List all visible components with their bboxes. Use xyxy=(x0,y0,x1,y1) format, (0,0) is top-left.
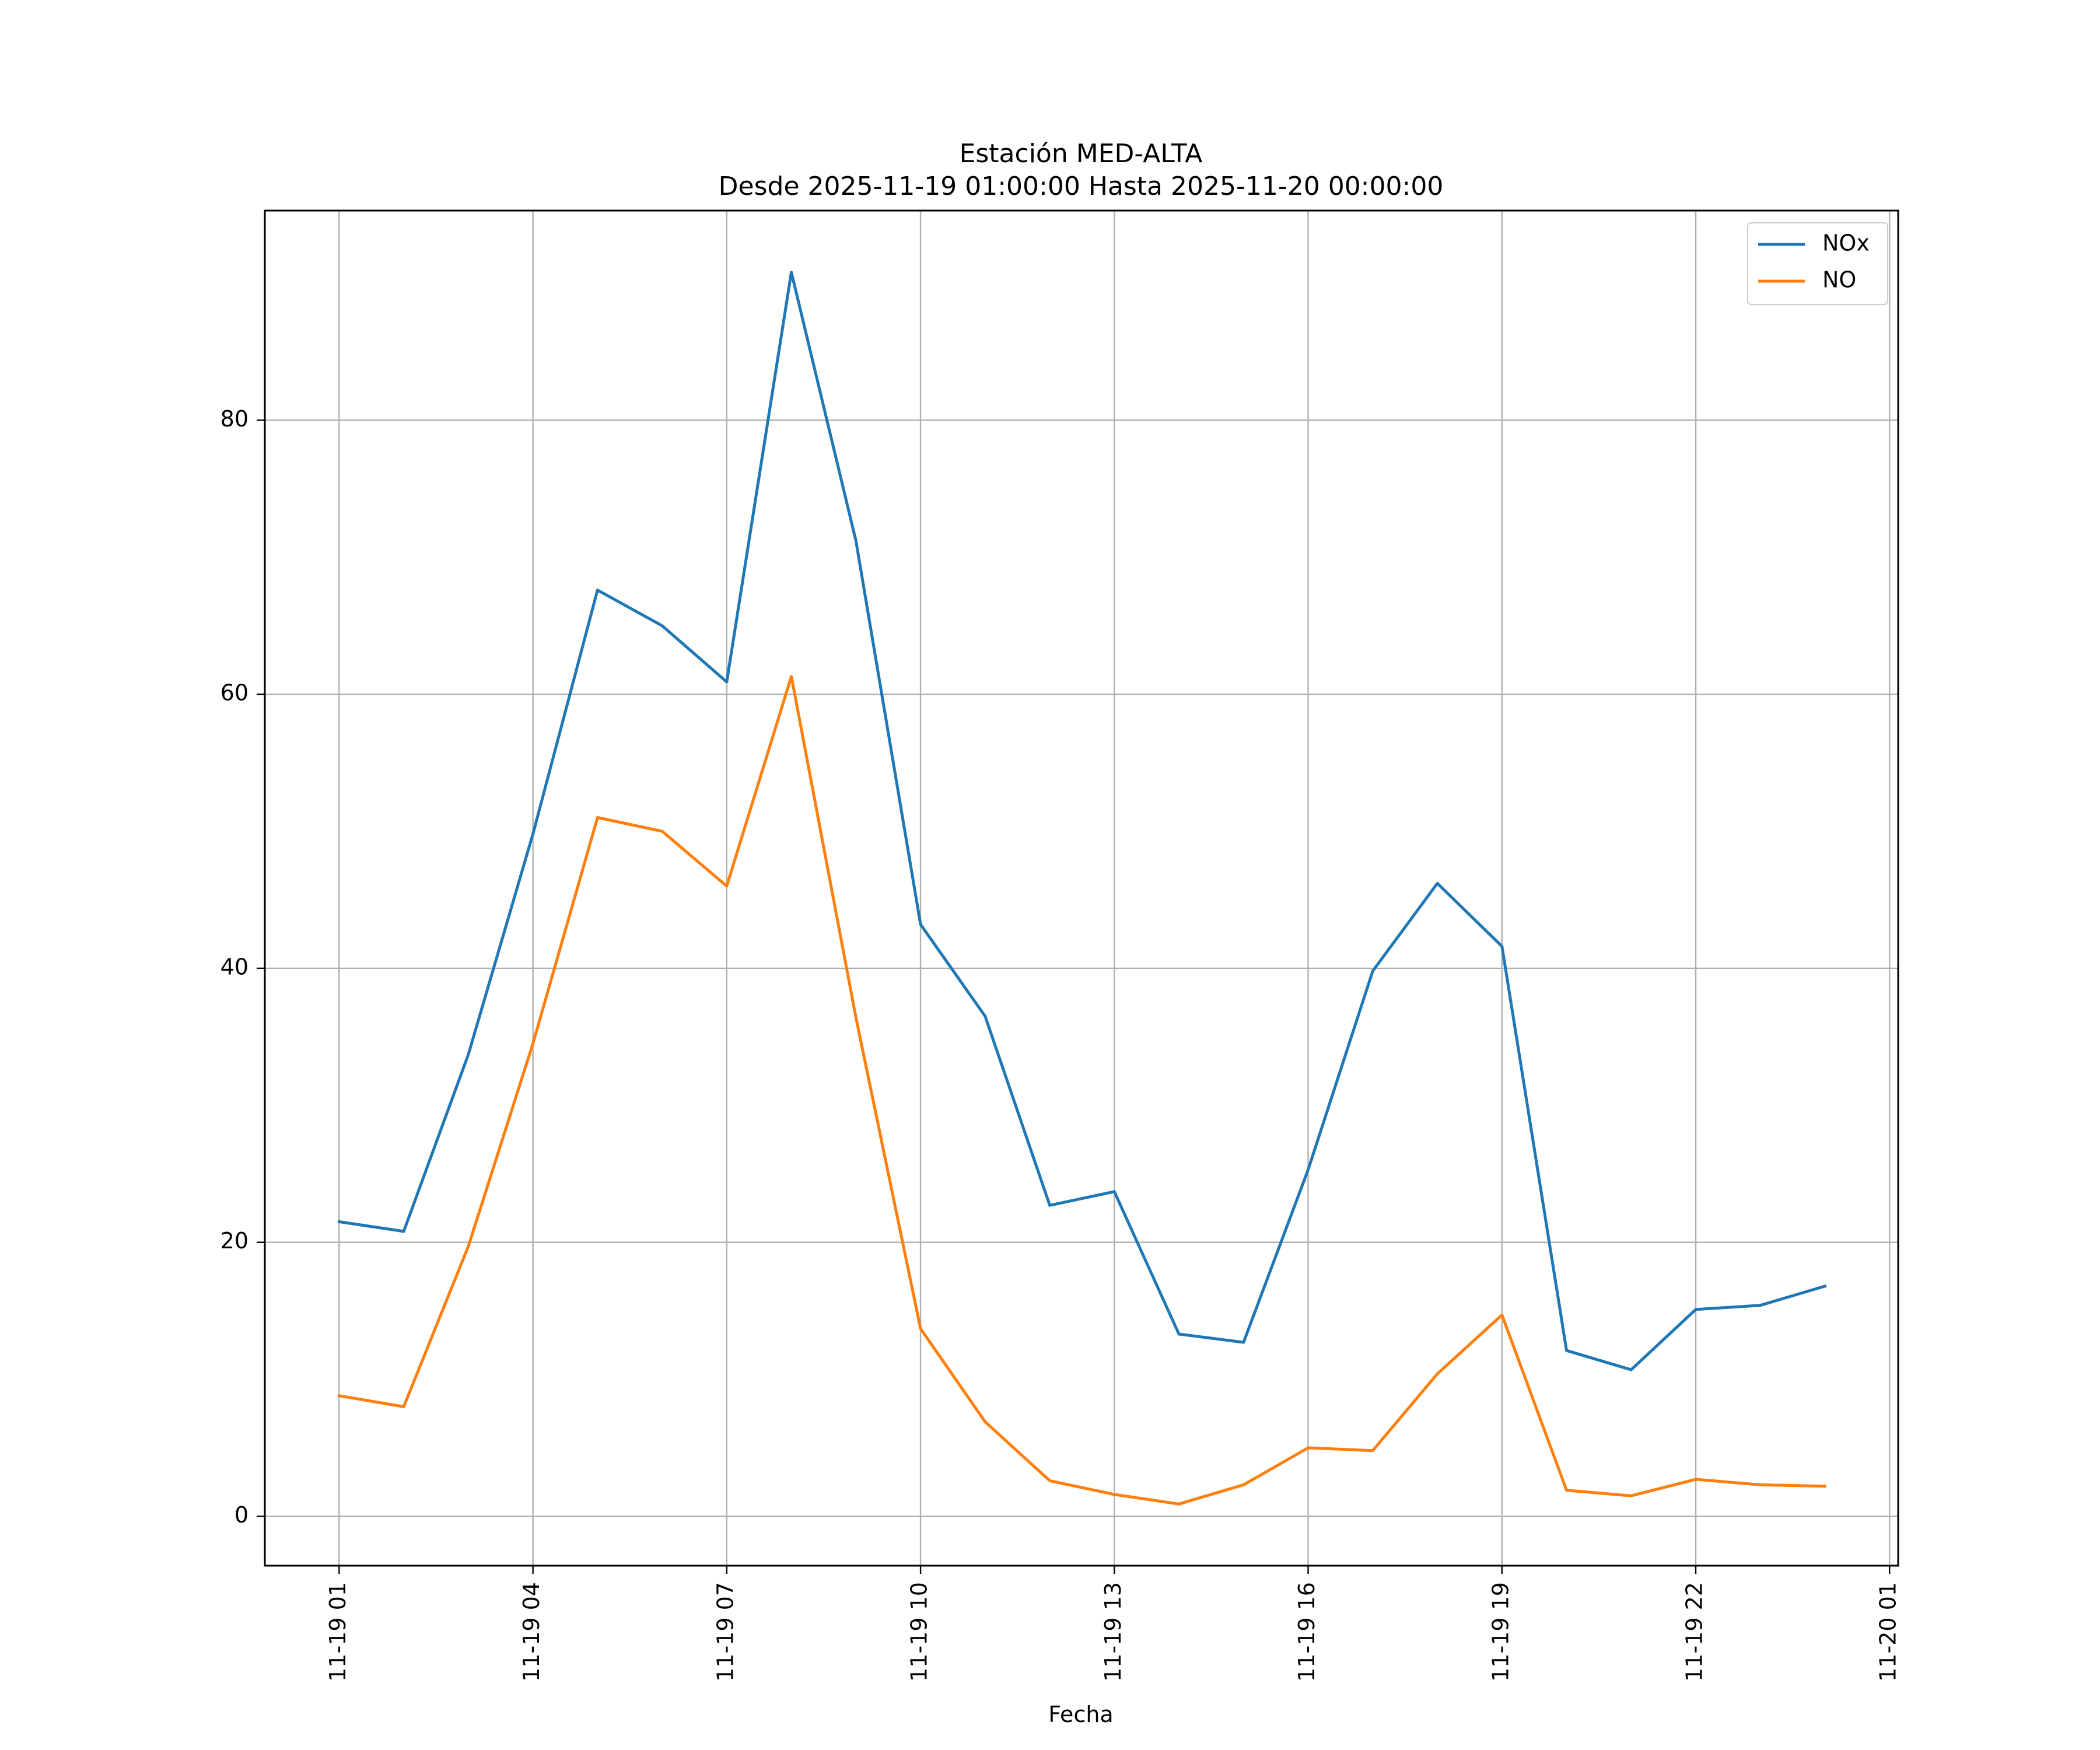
x-tick-label: 11-19 19 xyxy=(1488,1582,1513,1682)
x-tick-label: 11-20 01 xyxy=(1875,1582,1901,1682)
plot-area-frame xyxy=(264,209,1899,1567)
x-tick-label: 11-19 04 xyxy=(519,1582,544,1682)
x-tick-label: 11-19 16 xyxy=(1294,1582,1320,1682)
y-tick-label: 60 xyxy=(220,680,249,706)
x-axis: 11-19 01 11-19 04 11-19 07 11-19 10 11-19 13… xyxy=(325,1566,1901,1682)
y-axis: 0 20 40 60 80 xyxy=(220,406,265,1528)
y-tick-label: 0 xyxy=(235,1502,249,1528)
y-tick-label: 40 xyxy=(220,954,249,979)
legend: NOx NO xyxy=(1747,222,1888,305)
chart-title: Estación MED-ALTA xyxy=(960,139,1203,169)
series-line-nox xyxy=(337,271,1827,1371)
series-line-no xyxy=(337,675,1827,1506)
series-lines xyxy=(337,271,1827,1506)
legend-label-nox: NOx xyxy=(1822,230,1870,256)
x-tick-label: 11-19 01 xyxy=(325,1582,351,1682)
x-tick-label: 11-19 13 xyxy=(1100,1582,1126,1682)
legend-label-no: NO xyxy=(1822,267,1856,293)
y-tick-label: 80 xyxy=(220,406,249,432)
x-tick-label: 11-19 10 xyxy=(907,1582,932,1682)
x-axis-label: Fecha xyxy=(1048,1702,1113,1727)
x-tick-label: 11-19 22 xyxy=(1681,1582,1707,1682)
x-tick-label: 11-19 07 xyxy=(712,1582,738,1682)
y-tick-label: 20 xyxy=(220,1228,249,1254)
gridlines xyxy=(265,211,1898,1566)
chart-subtitle: Desde 2025-11-19 01:00:00 Hasta 2025-11-… xyxy=(719,172,1444,201)
